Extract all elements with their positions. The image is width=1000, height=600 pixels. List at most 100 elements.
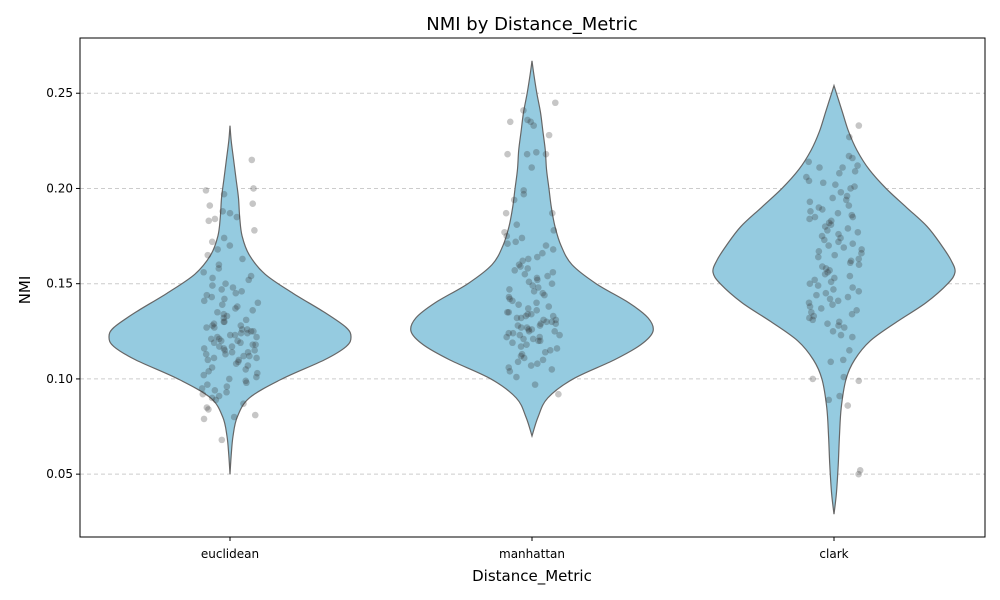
data-point-euclidean: [208, 238, 216, 246]
data-point-clark: [806, 314, 813, 322]
data-point-manhattan: [506, 295, 514, 303]
data-point-clark: [806, 198, 814, 206]
data-point-clark: [836, 392, 843, 400]
data-point-manhattan: [529, 335, 537, 343]
violin-clark: [712, 83, 956, 515]
data-point-clark: [814, 282, 822, 289]
data-point-euclidean: [205, 368, 212, 375]
data-point-clark: [831, 251, 838, 259]
data-point-manhattan: [544, 272, 551, 280]
data-point-euclidean: [232, 305, 239, 312]
data-point-euclidean: [198, 385, 206, 392]
data-point-euclidean: [251, 347, 258, 354]
data-point-clark: [810, 312, 818, 320]
data-point-manhattan: [505, 308, 513, 316]
data-point-euclidean: [216, 343, 223, 350]
data-point-euclidean: [252, 341, 259, 348]
data-point-euclidean: [200, 268, 207, 276]
data-point-euclidean: [222, 350, 229, 358]
data-point-euclidean: [220, 345, 228, 352]
data-point-euclidean: [205, 406, 212, 413]
data-point-euclidean: [245, 276, 253, 284]
data-point-clark: [855, 261, 863, 268]
data-point-manhattan: [549, 209, 556, 217]
data-point-manhattan: [534, 284, 542, 291]
data-point-euclidean: [222, 280, 229, 287]
data-point-euclidean: [226, 209, 234, 217]
x-tick-label-manhattan: manhattan: [499, 547, 565, 561]
chart-title: NMI by Distance_Metric: [426, 14, 638, 35]
data-point-manhattan: [503, 232, 511, 240]
strip-points: [198, 99, 865, 478]
data-point-euclidean: [204, 381, 211, 388]
data-point-clark: [844, 402, 852, 409]
data-point-clark: [845, 152, 853, 160]
data-point-euclidean: [218, 436, 226, 444]
data-point-manhattan: [539, 356, 547, 364]
data-point-euclidean: [200, 345, 208, 352]
data-point-euclidean: [253, 333, 260, 341]
data-point-manhattan: [556, 331, 563, 339]
data-point-euclidean: [214, 246, 221, 253]
data-point-clark: [829, 194, 836, 202]
data-point-clark: [858, 246, 865, 253]
y-axis: 0.05 0.10 0.15 0.20 0.25: [46, 86, 80, 481]
data-point-clark: [846, 133, 853, 141]
y-tick-label: 0.25: [46, 86, 73, 100]
data-point-clark: [846, 347, 853, 354]
data-point-manhattan: [506, 368, 514, 375]
data-point-manhattan: [521, 270, 529, 278]
data-point-euclidean: [243, 379, 250, 387]
data-point-manhattan: [520, 354, 528, 362]
x-tick-label-clark: clark: [819, 547, 848, 561]
data-point-clark: [821, 223, 829, 230]
data-point-euclidean: [251, 411, 259, 419]
data-point-clark: [822, 265, 830, 272]
data-point-euclidean: [203, 291, 211, 299]
data-point-manhattan: [529, 282, 536, 289]
data-point-manhattan: [520, 190, 528, 198]
data-point-manhattan: [533, 148, 540, 156]
data-point-manhattan: [510, 196, 518, 204]
data-point-manhattan: [520, 335, 527, 343]
data-point-euclidean: [247, 272, 255, 280]
data-point-euclidean: [226, 242, 234, 249]
data-point-manhattan: [536, 337, 544, 345]
data-point-euclidean: [215, 261, 223, 268]
data-point-manhattan: [523, 150, 531, 158]
data-point-clark: [819, 263, 826, 270]
data-point-clark: [827, 278, 835, 286]
data-point-euclidean: [202, 350, 210, 358]
data-point-clark: [803, 173, 810, 181]
data-point-manhattan: [546, 347, 554, 354]
data-point-euclidean: [199, 390, 207, 398]
data-point-manhattan: [513, 314, 521, 322]
data-point-manhattan: [548, 280, 556, 287]
data-point-clark: [835, 318, 843, 326]
data-point-clark: [819, 179, 827, 187]
data-point-euclidean: [239, 255, 246, 263]
data-point-euclidean: [221, 347, 229, 354]
data-point-clark: [836, 169, 843, 177]
data-point-manhattan: [530, 288, 538, 295]
data-point-clark: [847, 257, 855, 265]
data-point-clark: [835, 322, 842, 329]
data-point-clark: [829, 328, 837, 335]
data-point-manhattan: [549, 312, 557, 320]
data-point-euclidean: [223, 388, 230, 396]
data-point-clark: [834, 209, 842, 217]
data-point-manhattan: [535, 337, 542, 345]
data-point-clark: [849, 154, 856, 162]
data-point-manhattan: [520, 187, 527, 194]
data-point-manhattan: [541, 348, 549, 356]
data-point-clark: [818, 232, 826, 240]
data-point-euclidean: [215, 335, 223, 343]
data-point-manhattan: [552, 320, 560, 327]
data-point-euclidean: [238, 288, 245, 295]
data-point-manhattan: [548, 366, 556, 373]
data-point-manhattan: [537, 320, 545, 327]
y-tick-label: 0.15: [46, 277, 73, 291]
data-point-euclidean: [204, 251, 212, 259]
data-point-manhattan: [543, 318, 550, 326]
data-point-clark: [854, 162, 861, 169]
